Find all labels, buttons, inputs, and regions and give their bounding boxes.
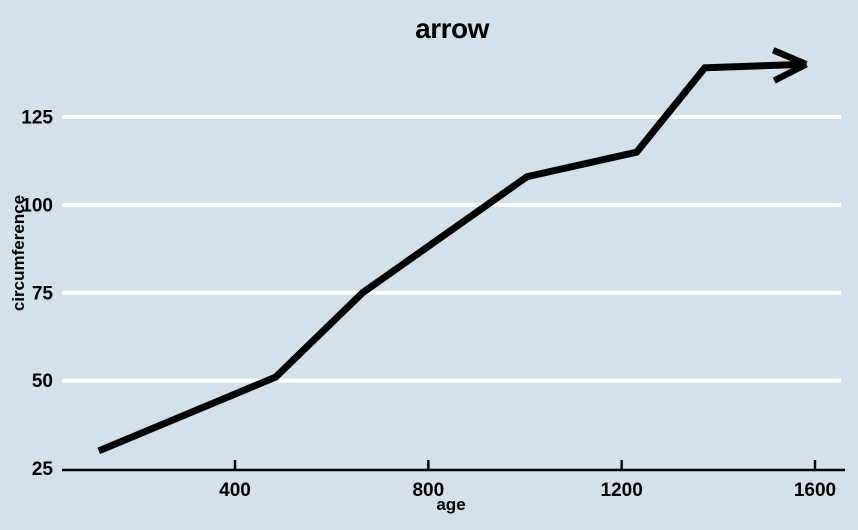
y-tick-label-125: 125 xyxy=(21,108,53,129)
x-tick-label-1600: 1600 xyxy=(794,480,836,501)
y-tick-label-75: 75 xyxy=(32,283,54,304)
y-tick-label-50: 50 xyxy=(32,371,53,392)
x-tick-label-400: 400 xyxy=(219,480,251,501)
arrowhead-barb-lower xyxy=(772,61,808,84)
data-line xyxy=(97,60,807,455)
x-axis-label: age xyxy=(436,495,466,514)
x-tick-label-800: 800 xyxy=(412,480,444,501)
chart-title: arrow xyxy=(415,13,489,44)
y-tick-label-100: 100 xyxy=(21,195,53,216)
arrowhead-barb-upper xyxy=(771,47,808,68)
y-axis-label: circumference xyxy=(9,194,28,312)
y-tick-label-25: 25 xyxy=(32,459,54,480)
x-tick-label-1200: 1200 xyxy=(601,480,643,501)
